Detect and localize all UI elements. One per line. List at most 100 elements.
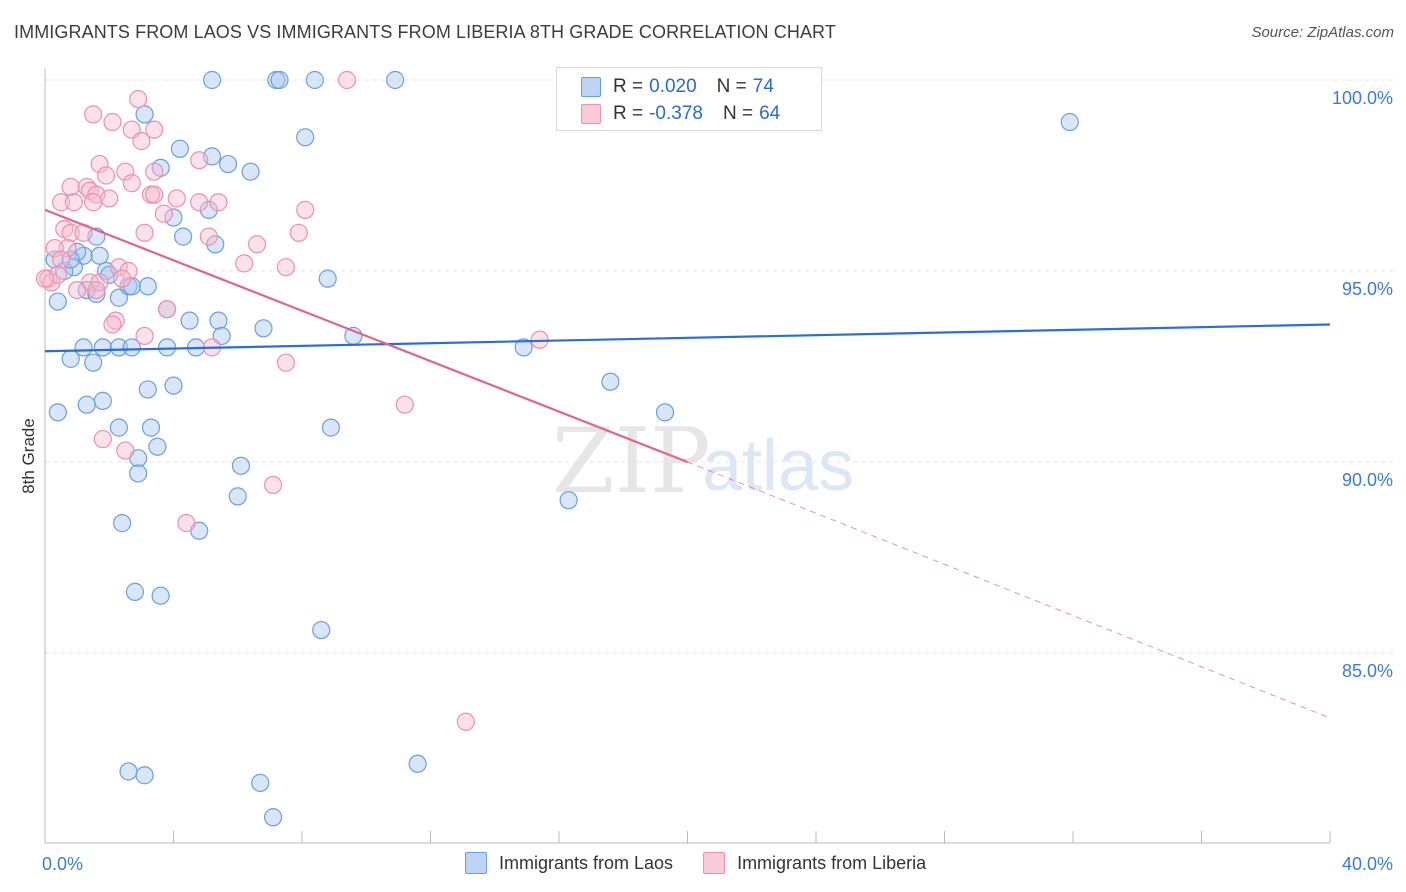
liberia-point-8 bbox=[190, 151, 209, 170]
laos-legend-label: Immigrants from Laos bbox=[499, 852, 674, 873]
liberia-point-9 bbox=[116, 162, 135, 181]
series-legend: Immigrants from Laos Immigrants from Lib… bbox=[465, 852, 956, 874]
laos-point-9 bbox=[219, 154, 238, 174]
laos-point-46 bbox=[61, 349, 80, 368]
laos-point-53 bbox=[514, 338, 533, 357]
liberia-point-0 bbox=[337, 70, 357, 90]
laos-point-48 bbox=[138, 380, 157, 399]
liberia-point-20 bbox=[64, 193, 84, 212]
legend-row-liberia: R = -0.378 N = 64 bbox=[581, 100, 780, 128]
liberia-point-56 bbox=[276, 353, 296, 372]
liberia-legend-label: Immigrants from Liberia bbox=[737, 852, 927, 873]
y-tick-label-1: 95.0% bbox=[1342, 279, 1393, 299]
liberia-point-59 bbox=[116, 441, 135, 460]
liberia-point-33 bbox=[289, 223, 308, 242]
liberia-point-26 bbox=[296, 200, 315, 219]
laos-point-58 bbox=[321, 418, 341, 437]
laos-swatch bbox=[581, 77, 601, 97]
laos-point-62 bbox=[231, 456, 251, 475]
liberia-r-label: R = bbox=[613, 103, 644, 124]
liberia-point-39 bbox=[276, 258, 296, 277]
liberia-point-6 bbox=[132, 132, 151, 151]
liberia-point-21 bbox=[84, 193, 103, 212]
laos-point-29 bbox=[164, 208, 183, 227]
liberia-legend-swatch bbox=[703, 852, 726, 874]
x-tick-label-0: 0.0% bbox=[42, 854, 83, 874]
liberia-n-value: 64 bbox=[759, 103, 781, 124]
stats-legend: R = 0.020 N = 74 R = -0.378 N = 64 bbox=[556, 67, 822, 131]
liberia-point-3 bbox=[103, 112, 122, 132]
laos-point-47 bbox=[84, 353, 103, 372]
liberia-n-label: N = bbox=[722, 103, 754, 124]
laos-point-17 bbox=[87, 284, 106, 304]
laos-point-7 bbox=[170, 139, 190, 158]
laos-point-21 bbox=[138, 277, 157, 296]
liberia-point-12 bbox=[61, 177, 80, 197]
laos-point-65 bbox=[112, 514, 132, 533]
liberia-point-36 bbox=[247, 235, 267, 254]
liberia-point-1 bbox=[129, 89, 148, 109]
legend-item-laos[interactable]: Immigrants from Laos bbox=[465, 852, 673, 874]
laos-point-68 bbox=[151, 586, 170, 605]
liberia-point-23 bbox=[167, 189, 186, 208]
liberia-point-32 bbox=[199, 227, 218, 246]
laos-point-61 bbox=[129, 464, 148, 483]
laos-point-35 bbox=[180, 311, 199, 330]
laos-n-value: 74 bbox=[752, 76, 774, 97]
liberia-point-50 bbox=[157, 300, 177, 319]
liberia-point-38 bbox=[235, 254, 254, 273]
source-label: Source: ZipAtlas.com bbox=[1251, 24, 1394, 41]
liberia-point-5 bbox=[145, 120, 164, 139]
laos-point-23 bbox=[68, 242, 87, 261]
laos-point-75 bbox=[1060, 112, 1079, 132]
laos-point-3 bbox=[305, 70, 324, 90]
liberia-point-63 bbox=[35, 269, 55, 288]
laos-point-31 bbox=[174, 227, 193, 246]
y-tick-label-3: 85.0% bbox=[1342, 661, 1393, 681]
laos-trend-line bbox=[44, 323, 1331, 353]
liberia-point-62 bbox=[456, 712, 475, 731]
laos-point-37 bbox=[254, 319, 273, 338]
laos-r-value: 0.020 bbox=[649, 76, 697, 97]
liberia-trend-extension bbox=[687, 461, 1331, 719]
laos-point-20 bbox=[122, 277, 141, 296]
laos-point-33 bbox=[318, 269, 337, 288]
x-tick-label-1: 40.0% bbox=[1342, 854, 1393, 874]
laos-point-28 bbox=[61, 250, 80, 269]
laos-point-49 bbox=[164, 376, 183, 395]
laos-point-71 bbox=[135, 766, 154, 785]
laos-point-73 bbox=[408, 754, 427, 773]
y-tick-labels: 100.0% 95.0% 90.0% 85.0% bbox=[1332, 88, 1393, 681]
laos-point-52 bbox=[48, 403, 67, 422]
liberia-trend-line bbox=[44, 208, 688, 464]
liberia-point-34 bbox=[58, 238, 77, 258]
laos-legend-swatch bbox=[465, 852, 487, 874]
liberia-point-48 bbox=[68, 281, 87, 300]
laos-point-0 bbox=[202, 70, 222, 90]
liberia-points bbox=[35, 70, 549, 731]
axes bbox=[44, 68, 1331, 844]
x-tick-labels: 0.0% 40.0% bbox=[42, 854, 1393, 874]
liberia-point-58 bbox=[93, 429, 112, 449]
laos-point-55 bbox=[655, 403, 675, 422]
liberia-point-27 bbox=[154, 204, 173, 223]
laos-point-40 bbox=[74, 338, 93, 357]
laos-point-57 bbox=[141, 418, 161, 437]
liberia-point-11 bbox=[96, 166, 116, 185]
liberia-point-52 bbox=[103, 315, 122, 334]
y-axis-label: 8th Grade bbox=[19, 418, 38, 494]
liberia-point-25 bbox=[209, 193, 228, 212]
chart-title: IMMIGRANTS FROM LAOS VS IMMIGRANTS FROM … bbox=[14, 22, 836, 42]
liberia-point-41 bbox=[119, 261, 138, 281]
legend-item-liberia[interactable]: Immigrants from Liberia bbox=[703, 852, 926, 874]
laos-point-43 bbox=[122, 338, 141, 357]
laos-r-label: R = bbox=[613, 76, 644, 97]
laos-point-56 bbox=[109, 418, 128, 437]
laos-point-63 bbox=[228, 487, 247, 506]
laos-point-54 bbox=[601, 372, 620, 391]
liberia-point-10 bbox=[145, 162, 164, 181]
liberia-swatch bbox=[581, 104, 601, 124]
liberia-point-35 bbox=[45, 238, 64, 258]
y-tick-label-0: 100.0% bbox=[1332, 88, 1393, 108]
